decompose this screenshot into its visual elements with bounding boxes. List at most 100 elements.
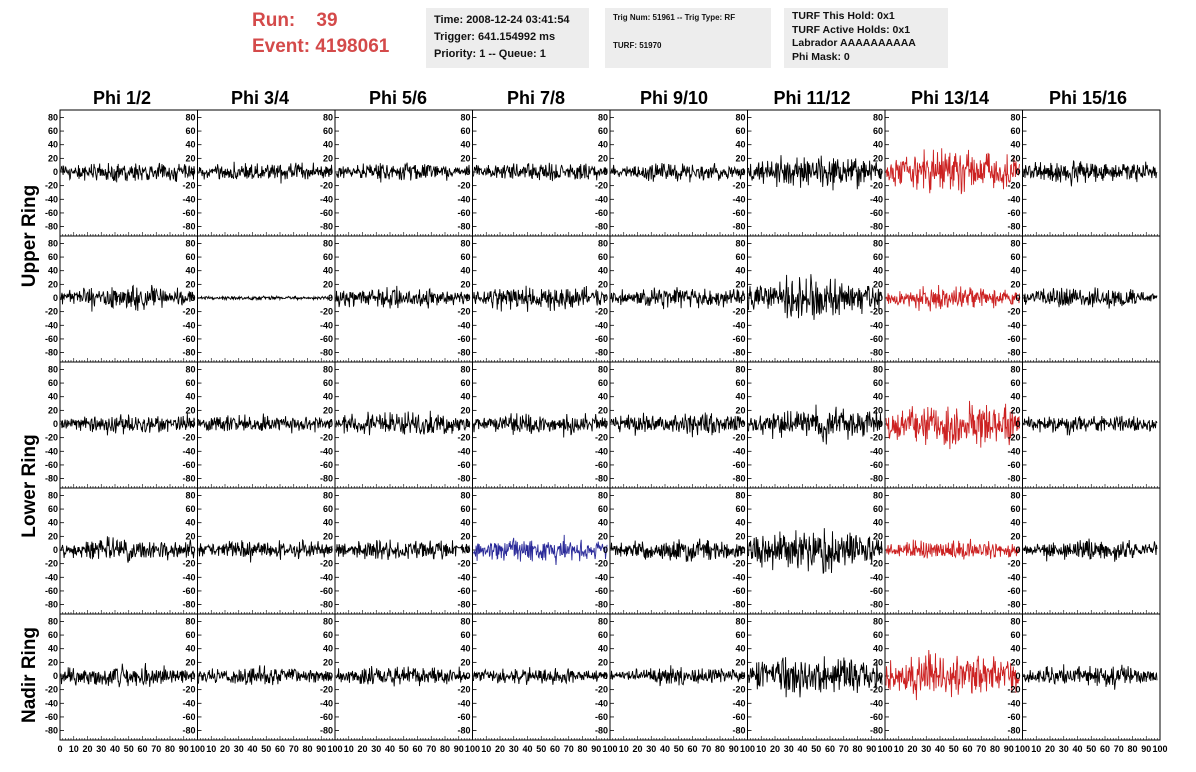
y-tick-label: 40	[323, 518, 333, 528]
y-tick-label: -20	[870, 433, 883, 443]
y-tick-label: 80	[598, 238, 608, 248]
y-tick-label: 80	[1010, 112, 1020, 122]
y-tick-label: 0	[603, 419, 608, 429]
waveform	[198, 295, 333, 302]
y-tick-label: -40	[320, 194, 333, 204]
y-tick-label: 40	[48, 518, 58, 528]
y-tick-label: -20	[320, 181, 333, 191]
y-tick-label: -80	[182, 726, 195, 736]
y-tick-label: 40	[735, 518, 745, 528]
y-tick-label: 60	[598, 630, 608, 640]
y-tick-label: -40	[182, 698, 195, 708]
y-tick-label: -60	[1007, 586, 1020, 596]
y-tick-label: -60	[595, 208, 608, 218]
x-tick-label: 50	[399, 744, 409, 754]
y-tick-label: 60	[460, 378, 470, 388]
y-tick-label: -60	[595, 460, 608, 470]
y-tick-label: -80	[320, 600, 333, 610]
x-tick-label: 40	[385, 744, 395, 754]
y-tick-label: 60	[323, 378, 333, 388]
y-tick-label: -80	[870, 726, 883, 736]
y-tick-label: -20	[595, 559, 608, 569]
y-tick-label: -80	[870, 222, 883, 232]
y-tick-label: -40	[182, 194, 195, 204]
y-tick-label: -80	[595, 348, 608, 358]
column-header-phi-13-14: Phi 13/14	[910, 88, 990, 108]
y-tick-label: -40	[320, 572, 333, 582]
y-tick-label: -80	[595, 600, 608, 610]
y-tick-label: 60	[185, 378, 195, 388]
column-header-phi-9-10: Phi 9/10	[639, 88, 709, 108]
y-tick-label: 0	[1015, 671, 1020, 681]
y-tick-label: -60	[45, 208, 58, 218]
y-tick-label: -60	[1007, 208, 1020, 218]
y-tick-label: -40	[595, 698, 608, 708]
x-tick-label: 60	[137, 744, 147, 754]
y-tick-label: -40	[45, 698, 58, 708]
y-tick-label: 60	[185, 630, 195, 640]
labrador-text: Labrador AAAAAAAAAA	[792, 37, 916, 49]
y-tick-label: 0	[53, 545, 58, 555]
y-tick-label: -20	[595, 685, 608, 695]
column-header-phi-15-16: Phi 15/16	[1048, 88, 1128, 108]
waveform	[1023, 415, 1158, 436]
x-tick-label: 30	[509, 744, 519, 754]
y-tick-label: 20	[735, 279, 745, 289]
turf-text: TURF: 51970	[613, 41, 662, 50]
waveform	[473, 285, 608, 312]
y-tick-label: 80	[1010, 490, 1020, 500]
y-tick-label: 80	[48, 238, 58, 248]
y-tick-label: 0	[328, 545, 333, 555]
y-tick-label: -80	[1007, 348, 1020, 358]
y-tick-label: 80	[185, 364, 195, 374]
x-tick-label: 100	[740, 744, 755, 754]
turf-hold-text: TURF This Hold: 0x1	[792, 10, 895, 22]
y-tick-label: 0	[328, 167, 333, 177]
y-tick-label: 60	[735, 252, 745, 262]
y-tick-label: -80	[732, 222, 745, 232]
y-tick-label: -40	[457, 194, 470, 204]
waveform	[335, 539, 470, 561]
y-tick-label: 80	[185, 490, 195, 500]
y-tick-label: -40	[1007, 572, 1020, 582]
waveform	[610, 412, 745, 438]
y-tick-label: 60	[1010, 126, 1020, 136]
y-tick-label: -40	[870, 194, 883, 204]
y-tick-label: -20	[1007, 433, 1020, 443]
y-tick-label: -80	[1007, 474, 1020, 484]
y-tick-label: 40	[1010, 518, 1020, 528]
y-tick-label: 80	[48, 616, 58, 626]
y-tick-label: 20	[873, 153, 883, 163]
y-tick-label: 20	[460, 657, 470, 667]
y-tick-label: -80	[870, 474, 883, 484]
y-tick-label: 20	[323, 279, 333, 289]
y-tick-label: 60	[873, 630, 883, 640]
x-tick-label: 60	[275, 744, 285, 754]
y-tick-label: -80	[457, 726, 470, 736]
y-tick-label: -20	[45, 685, 58, 695]
x-tick-label: 50	[949, 744, 959, 754]
y-tick-label: 80	[735, 238, 745, 248]
y-tick-label: 60	[460, 126, 470, 136]
y-tick-label: -40	[1007, 194, 1020, 204]
x-tick-label: 80	[302, 744, 312, 754]
y-tick-label: 0	[603, 671, 608, 681]
y-tick-label: 40	[185, 140, 195, 150]
y-tick-label: 80	[873, 490, 883, 500]
y-tick-label: 60	[185, 252, 195, 262]
y-tick-label: -20	[45, 307, 58, 317]
y-tick-label: -60	[182, 460, 195, 470]
y-tick-label: 0	[878, 671, 883, 681]
y-tick-label: 20	[1010, 657, 1020, 667]
y-tick-label: 80	[598, 112, 608, 122]
y-tick-label: 80	[873, 364, 883, 374]
y-tick-label: 80	[460, 616, 470, 626]
y-tick-label: -20	[457, 307, 470, 317]
y-tick-label: 20	[1010, 405, 1020, 415]
y-tick-label: 60	[873, 126, 883, 136]
y-tick-label: -80	[732, 474, 745, 484]
y-tick-label: 80	[323, 490, 333, 500]
y-tick-label: 80	[48, 490, 58, 500]
y-tick-label: 20	[1010, 531, 1020, 541]
y-tick-label: 60	[598, 252, 608, 262]
